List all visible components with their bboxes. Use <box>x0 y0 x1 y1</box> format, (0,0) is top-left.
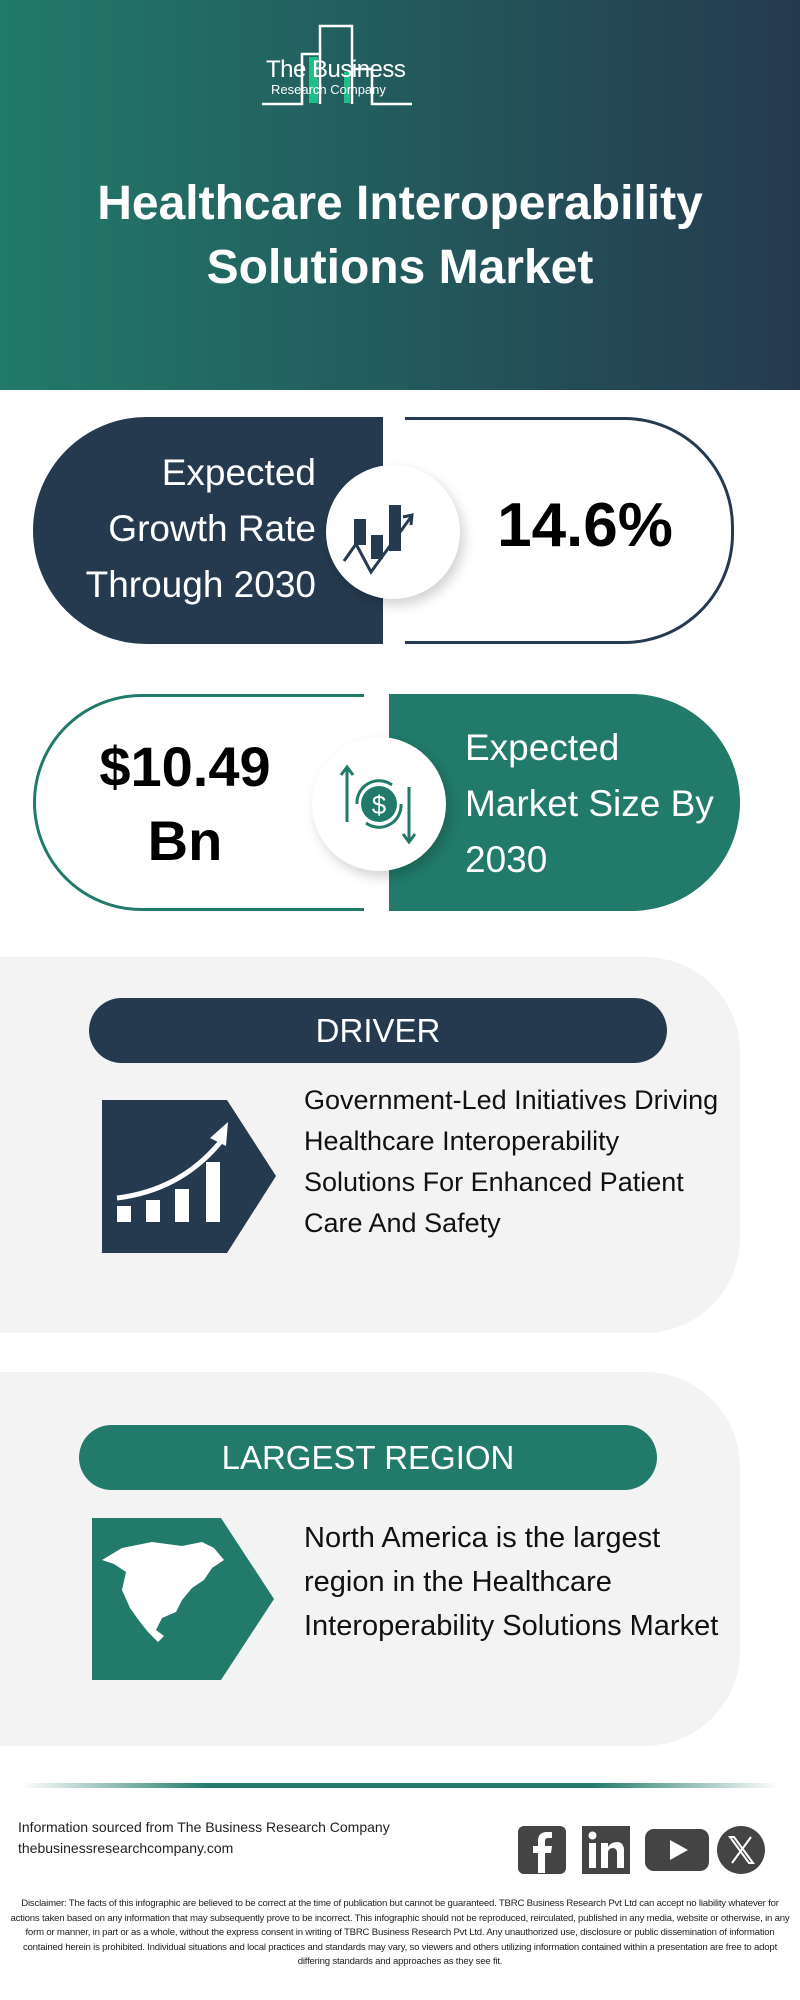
growth-icon-circle <box>326 465 460 599</box>
growth-value: 14.6% <box>497 491 673 560</box>
logo-text: The Business <box>266 56 406 83</box>
driver-heading: DRIVER <box>89 998 667 1063</box>
source-text: Information sourced from The Business Re… <box>18 1819 390 1835</box>
region-description: North America is the largest region in t… <box>304 1522 719 1642</box>
website-link[interactable]: thebusinessresearchcompany.com <box>18 1840 234 1856</box>
market-size-value-panel <box>33 694 364 911</box>
growth-label-panel <box>33 417 383 644</box>
market-size-label-panel <box>389 694 740 911</box>
growth-value-panel <box>405 417 734 644</box>
youtube-icon[interactable] <box>644 1825 710 1875</box>
disclaimer: Disclaimer: The facts of this infographi… <box>10 1898 790 1967</box>
market-size-icon-circle: $ <box>312 737 446 871</box>
facebook-icon[interactable] <box>517 1825 567 1875</box>
svg-text:$: $ <box>372 790 387 820</box>
page-title: Healthcare Interoperability Solutions Ma… <box>97 177 703 294</box>
market-size-value: $10.49 Bn <box>99 735 271 872</box>
header-banner <box>0 0 800 390</box>
rising-bar-chart-icon <box>102 1100 276 1253</box>
growth-label: Expected Growth Rate Through 2030 <box>85 452 316 605</box>
logo-subtext: Research Company <box>271 82 386 97</box>
x-icon[interactable] <box>716 1825 766 1875</box>
footer-divider <box>20 1783 780 1788</box>
market-size-label: Expected Market Size By 2030 <box>465 727 714 880</box>
growth-chart-icon <box>342 505 414 575</box>
company-logo-icon <box>262 24 412 106</box>
linkedin-icon[interactable] <box>581 1825 631 1875</box>
driver-description: Government-Led Initiatives Driving Healt… <box>304 1085 719 1238</box>
dollar-cycle-icon: $ <box>339 764 417 845</box>
north-america-map-icon <box>92 1518 274 1680</box>
region-heading: LARGEST REGION <box>79 1425 657 1490</box>
